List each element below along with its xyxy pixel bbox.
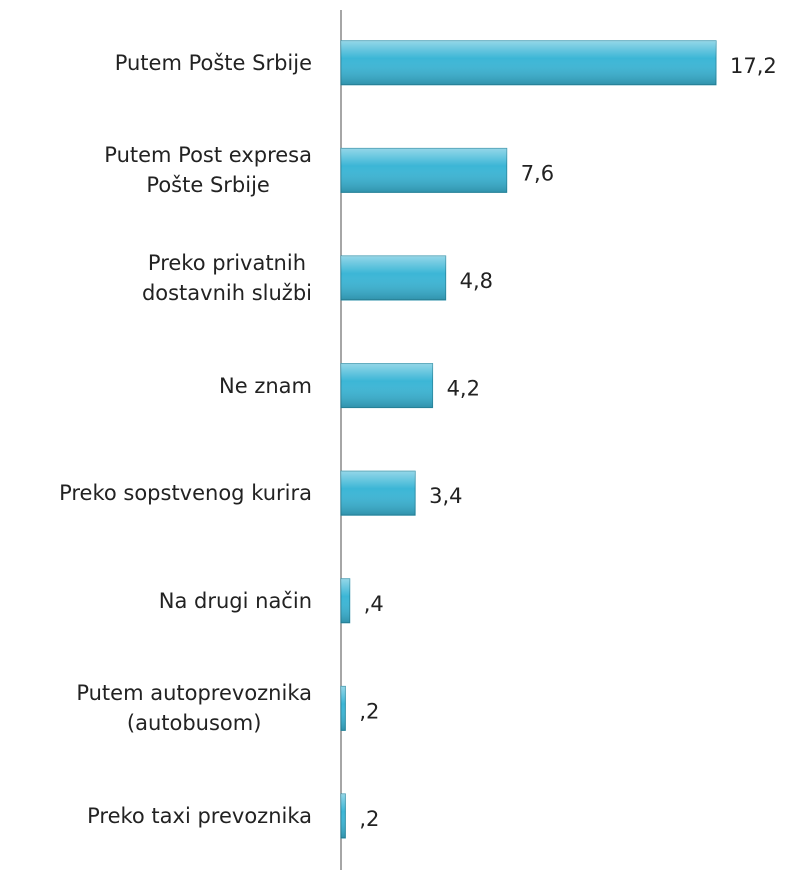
bar-shade [341,363,433,408]
category-label: Preko taxi prevoznika [87,804,312,828]
value-label: 4,8 [460,269,493,293]
bar-shade [341,686,346,731]
value-label: 17,2 [730,54,777,78]
bar-shade [341,578,350,623]
bar-shade [341,148,507,193]
category-label: Na drugi način [158,588,312,613]
value-label: 7,6 [521,161,554,185]
category-label: Putem autoprevoznika (autobusom) [76,681,312,736]
category-label: Preko privatnih dostavnih službi [141,251,312,305]
value-label: 4,2 [447,377,480,401]
category-label: Putem Pošte Srbije [114,50,312,75]
bar-shade [341,794,346,838]
value-label: 3,4 [429,484,462,508]
bar-shade [341,471,416,516]
bar-shade [341,256,446,300]
category-label: Putem Post expresa Pošte Srbije [104,143,312,198]
category-label: Preko sopstvenog kurira [59,481,312,506]
category-label: Ne znam [219,373,312,398]
bar-shade [341,40,716,85]
value-label: ,2 [359,807,379,831]
value-label: ,4 [364,592,384,616]
value-label: ,2 [359,699,379,723]
